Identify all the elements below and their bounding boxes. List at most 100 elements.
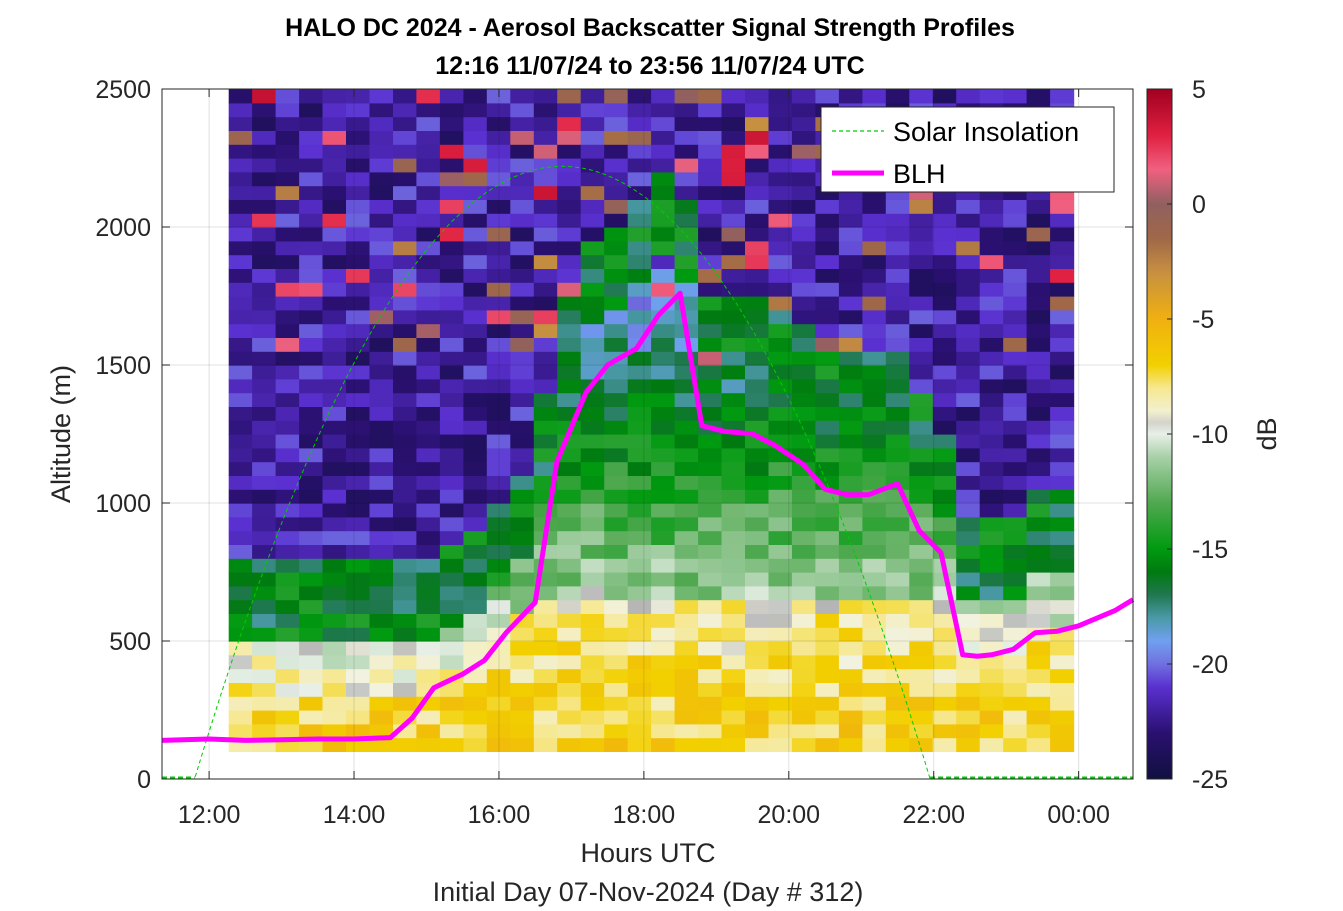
heatmap-cell	[1003, 309, 1028, 325]
heatmap-cell	[228, 116, 253, 131]
heatmap-cell	[932, 227, 957, 242]
heatmap-cell	[533, 696, 558, 711]
heatmap-cell	[1050, 696, 1075, 711]
heatmap-cell	[252, 420, 277, 435]
heatmap-cell	[463, 475, 488, 490]
heatmap-cell	[791, 544, 816, 559]
heatmap-cell	[228, 668, 253, 683]
heatmap-cell	[721, 434, 746, 449]
heatmap-cell	[322, 213, 347, 228]
heatmap-cell	[322, 337, 347, 352]
heatmap-cell	[604, 544, 629, 559]
heatmap-cell	[322, 227, 347, 242]
heatmap-cell	[721, 351, 746, 366]
heatmap-cell	[1003, 365, 1028, 380]
heatmap-cell	[346, 530, 371, 545]
heatmap-cell	[369, 599, 394, 614]
heatmap-cell	[486, 654, 511, 670]
heatmap-cell	[322, 516, 347, 532]
heatmap-cell	[745, 406, 770, 421]
heatmap-cell	[299, 503, 324, 518]
heatmap-cell	[1026, 654, 1051, 670]
heatmap-cell	[533, 227, 558, 242]
heatmap-cell	[580, 654, 605, 670]
heatmap-cell	[791, 475, 816, 490]
heatmap-cell	[1003, 489, 1028, 504]
heatmap-cell	[627, 654, 652, 670]
heatmap-cell	[486, 185, 511, 200]
heatmap-cell	[932, 530, 957, 545]
heatmap-cell	[909, 641, 934, 656]
heatmap-cell	[322, 585, 347, 601]
heatmap-cell	[510, 144, 535, 159]
x-tick-label: 00:00	[1047, 801, 1110, 829]
heatmap-cell	[533, 599, 558, 614]
heatmap-cell	[228, 420, 253, 435]
heatmap-cell	[885, 461, 910, 476]
heatmap-cell	[979, 378, 1004, 394]
heatmap-cell	[1050, 282, 1075, 297]
heatmap-cell	[533, 682, 558, 697]
heatmap-cell	[627, 558, 652, 573]
heatmap-cell	[838, 654, 863, 670]
heatmap-cell	[791, 668, 816, 683]
heatmap-cell	[627, 682, 652, 697]
heatmap-cell	[299, 710, 324, 725]
heatmap-cell	[1003, 89, 1028, 104]
heatmap-cell	[885, 227, 910, 242]
heatmap-cell	[486, 613, 511, 628]
heatmap-cell	[838, 365, 863, 380]
heatmap-cell	[791, 585, 816, 601]
heatmap-cell	[862, 461, 887, 476]
heatmap-cell	[909, 627, 934, 642]
heatmap-cell	[439, 171, 464, 187]
heatmap-cell	[721, 171, 746, 187]
heatmap-cell	[885, 558, 910, 573]
heatmap-cell	[369, 378, 394, 394]
heatmap-cell	[627, 475, 652, 490]
heatmap-cell	[627, 282, 652, 297]
heatmap-cell	[393, 144, 418, 159]
heatmap-cell	[322, 627, 347, 642]
heatmap-cell	[862, 378, 887, 394]
heatmap-cell	[979, 737, 1004, 752]
heatmap-cell	[627, 199, 652, 214]
heatmap-cell	[745, 668, 770, 683]
heatmap-cell	[885, 89, 910, 104]
heatmap-cell	[1026, 613, 1051, 628]
heatmap-cell	[416, 406, 441, 421]
heatmap-cell	[862, 420, 887, 435]
heatmap-cell	[745, 475, 770, 490]
heatmap-cell	[604, 710, 629, 725]
heatmap-cell	[838, 89, 863, 104]
heatmap-cell	[768, 627, 793, 642]
heatmap-cell	[862, 668, 887, 683]
heatmap-cell	[346, 696, 371, 711]
heatmap-cell	[768, 516, 793, 532]
heatmap-cell	[1026, 213, 1051, 228]
heatmap-cell	[393, 641, 418, 656]
heatmap-cell	[439, 282, 464, 297]
heatmap-cell	[228, 558, 253, 573]
heatmap-cell	[791, 365, 816, 380]
heatmap-cell	[745, 378, 770, 394]
heatmap-cell	[228, 516, 253, 532]
heatmap-cell	[369, 668, 394, 683]
heatmap-cell	[228, 710, 253, 725]
heatmap-cell	[416, 102, 441, 118]
legend-box	[820, 106, 1115, 193]
heatmap-cell	[1003, 351, 1028, 366]
heatmap-cell	[885, 503, 910, 518]
heatmap-cell	[791, 323, 816, 338]
heatmap-cell	[1050, 737, 1075, 752]
heatmap-cell	[885, 516, 910, 532]
heatmap-cell	[1026, 434, 1051, 449]
heatmap-cell	[979, 544, 1004, 559]
heatmap-cell	[439, 89, 464, 104]
heatmap-cell	[862, 544, 887, 559]
heatmap-cell	[228, 723, 253, 739]
heatmap-cell	[721, 627, 746, 642]
heatmap-cell	[909, 420, 934, 435]
heatmap-cell	[791, 723, 816, 739]
heatmap-cell	[228, 572, 253, 587]
